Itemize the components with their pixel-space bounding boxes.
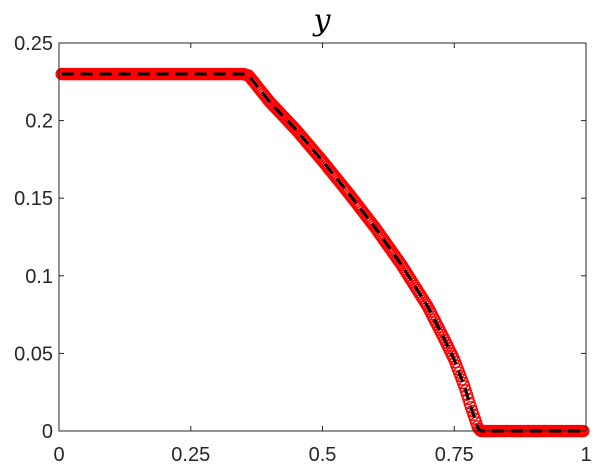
y-tick-label: 0.1 [25,266,53,288]
plot-area [59,43,586,431]
x-axis: 0 0.25 0.5 0.75 1 [53,43,592,466]
y-tick-label: 0.15 [14,188,53,210]
y-tick-label: 0 [42,421,53,443]
x-tick-label: 1 [580,444,591,466]
y-tick-label: 0.25 [14,33,53,55]
x-tick-label: 0 [53,444,64,466]
y-tick-label: 0.05 [14,343,53,365]
x-tick-label: 0.25 [171,444,210,466]
y-axis: 0 0.05 0.1 0.15 0.2 0.25 [14,33,586,443]
chart-title: y [312,3,332,38]
x-tick-label: 0.75 [435,444,474,466]
x-tick-label: 0.5 [309,444,337,466]
y-tick-label: 0.2 [25,111,53,133]
